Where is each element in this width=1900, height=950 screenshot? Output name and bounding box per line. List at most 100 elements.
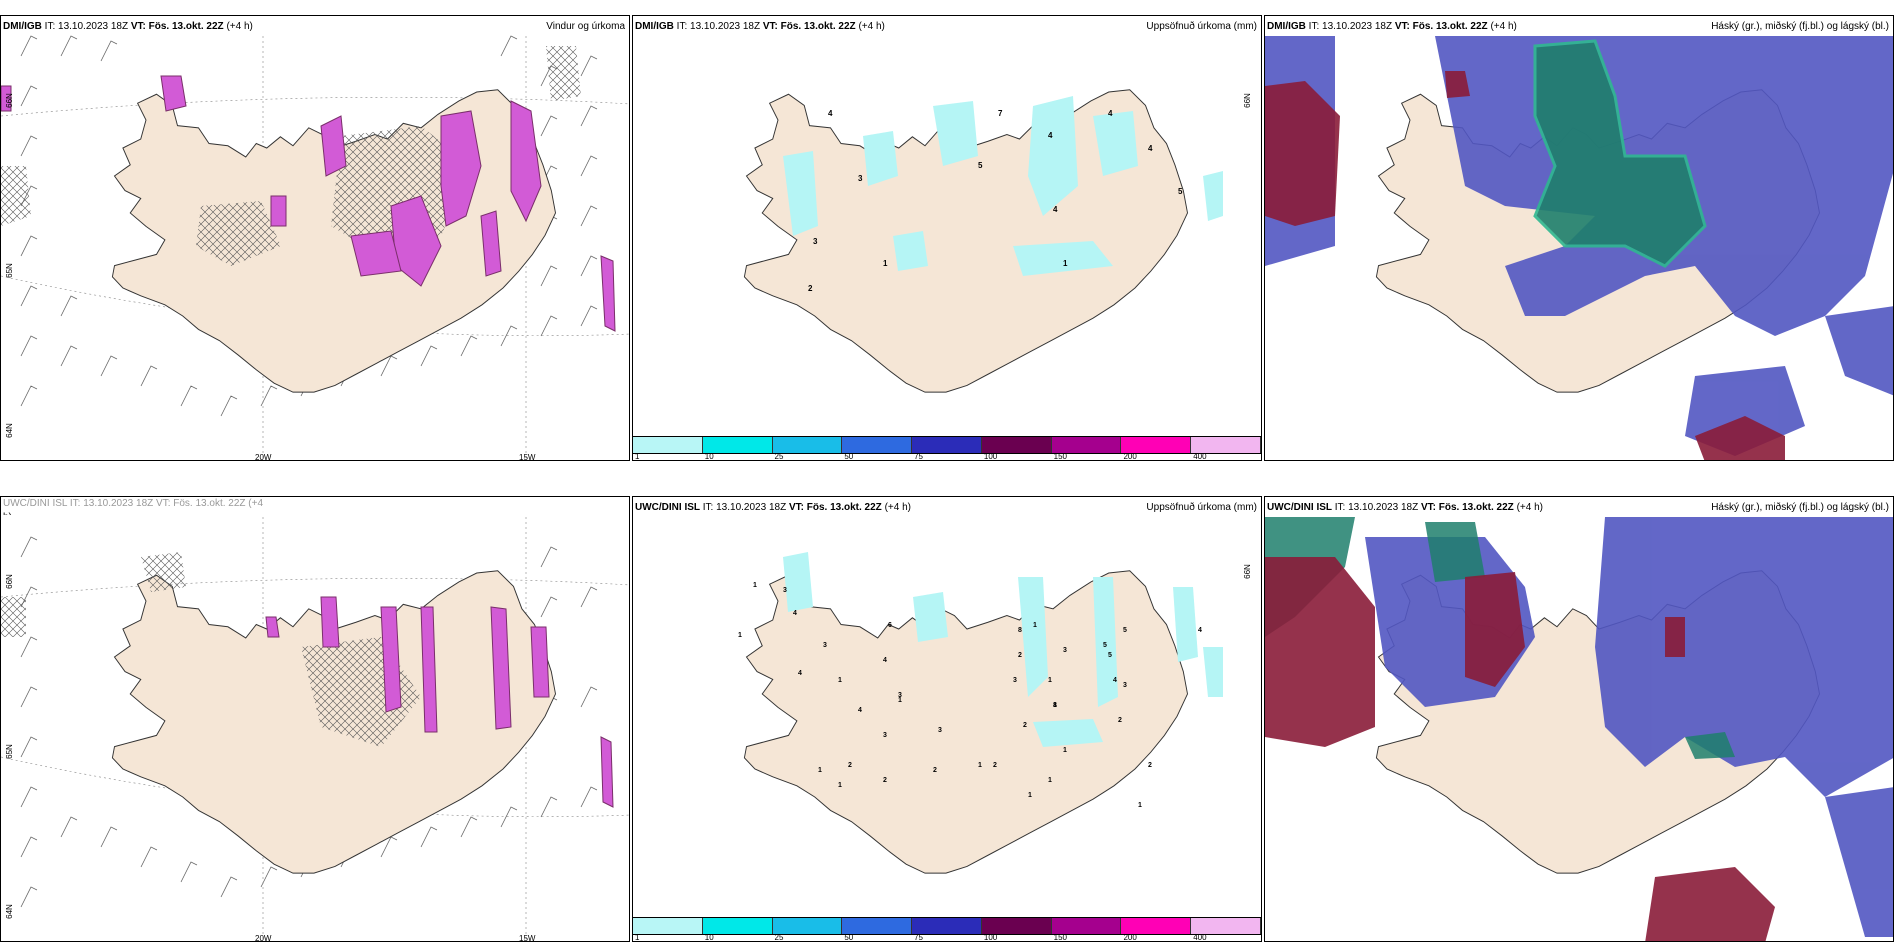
precip-values: 4 4 7 4 4 5 5 4 3 3 2 1 1 [808,109,1183,293]
lat-label-65n: 65N [4,744,14,759]
precip-value-label: 1 [753,582,757,589]
colorbar-tick-label: 100 [983,452,998,461]
panel-subtitle: Uppsöfnuð úrkoma (mm) [1146,502,1257,513]
cutoff-header: UWC/DINI ISL IT: 13.10.2023 18Z VT: Fös.… [1,497,629,515]
panel-subtitle: Háský (gr.), miðský (fj.bl.) og lágský (… [1711,502,1889,513]
precip-value-label: 2 [1018,652,1022,659]
colorbar-swatch [842,437,913,453]
precip-value-label: 1 [898,697,902,704]
lat-label-66n: 66N [1243,564,1253,579]
precip-value-label: 1 [1048,777,1052,784]
svg-text:4: 4 [1053,205,1058,214]
precip-value-label: 4 [798,670,802,677]
svg-text:3: 3 [858,174,863,183]
map-panel-clouds-uwc: UWC/DINI ISL IT: 13.10.2023 18Z VT: Fös.… [1264,496,1894,942]
colorbar-tick-label: 75 [914,933,924,942]
lon-label-20w: 20W [255,934,272,942]
colorbar-tick-label: 400 [1193,933,1207,942]
colorbar-swatch [842,918,913,934]
wind-precip-map [1,517,629,941]
colorbar-swatch [633,918,703,934]
lat-label-64n: 64N [4,423,14,438]
svg-text:5: 5 [1178,187,1183,196]
cloud-cover-map [1265,517,1893,941]
precip-value-label: 1 [978,762,982,769]
panel-subtitle: Uppsöfnuð úrkoma (mm) [1146,21,1257,32]
panel-header: DMI/IGB IT: 13.10.2023 18Z VT: Fös. 13.o… [633,16,1261,38]
precip-values: 1343641441321313218125553243112312211182… [738,582,1202,809]
precip-value-label: 1 [818,767,822,774]
snow-hatch [1,46,581,266]
precip-value-label: 3 [883,732,887,739]
cloud-cover-map [1265,36,1893,460]
precip-value-label: 4 [1198,627,1202,634]
svg-text:4: 4 [1108,109,1113,118]
precip-value-label: 8 [1018,627,1022,634]
accum-precip-map: 4 4 7 4 4 5 5 4 3 3 2 1 1 [743,89,1223,393]
precip-value-label: 2 [1148,762,1152,769]
wind-precip-map [1,35,629,460]
precip-value-label: 1 [1053,702,1057,709]
colorbar-swatch [981,918,1052,934]
colorbar-tick-label: 10 [704,452,714,461]
panel-header: UWC/DINI ISL IT: 13.10.2023 18Z VT: Fös.… [1265,497,1893,519]
lat-label-66n: 66N [4,574,14,589]
panel-header: UWC/DINI ISL IT: 13.10.2023 18Z VT: Fös.… [633,497,1261,519]
colorbar-tick-label: 400 [1193,452,1207,461]
svg-text:4: 4 [828,109,833,118]
precip-value-label: 5 [1123,627,1127,634]
lon-label-15w: 15W [519,934,536,942]
precip-value-label: 8 [1053,702,1057,709]
colorbar-tick-label: 25 [774,933,784,942]
precip-value-label: 5 [1103,642,1107,649]
colorbar-swatch [912,918,982,934]
precip-colorbar: 1 10 25 50 75 100 150 200 400 [633,436,1261,460]
precip-value-label: 2 [993,762,997,769]
precip-value-label: 1 [1028,792,1032,799]
wind-barbs [20,35,598,417]
colorbar-tick-label: 150 [1053,452,1068,461]
precip-value-label: 3 [1123,682,1127,689]
precip-value-label: 3 [823,642,827,649]
colorbar-tick-label: 1 [635,933,640,942]
colorbar-swatch [1121,437,1192,453]
precip-value-label: 3 [1063,647,1067,654]
map-panel-clouds-dmi: DMI/IGB IT: 13.10.2023 18Z VT: Fös. 13.o… [1264,15,1894,461]
lat-label-65n: 65N [4,263,14,278]
precip-value-label: 1 [738,632,742,639]
colorbar-swatch [702,437,773,453]
colorbar-swatch [1051,918,1122,934]
colorbar-tick-label: 25 [774,452,784,461]
precip-value-label: 4 [793,610,797,617]
svg-text:2: 2 [808,284,813,293]
accum-precip-map: 1343641441321313218125553243112312211182… [738,552,1223,874]
precip-value-label: 2 [848,762,852,769]
panel-subtitle: Vindur og úrkoma [546,21,625,32]
precip-value-label: 6 [888,622,892,629]
map-panel-wind-precip-dmi: DMI/IGB IT: 13.10.2023 18Z VT: Fös. 13.o… [0,15,630,461]
svg-text:5: 5 [978,161,983,170]
colorbar-swatch [633,437,703,453]
lon-label-20w: 20W [255,453,272,461]
precip-colorbar: 1 10 25 50 75 100 150 200 400 [633,917,1261,941]
graticule [1,36,629,460]
colorbar-swatch [772,918,843,934]
colorbar-tick-label: 150 [1053,933,1068,942]
light-precip [783,552,1223,747]
colorbar-tick-label: 50 [844,452,854,461]
precip-value-label: 1 [1063,747,1067,754]
colorbar-swatch [981,437,1052,453]
precip-value-label: 1 [1033,622,1037,629]
precip-value-label: 4 [883,657,887,664]
colorbar-tick-label: 50 [844,933,854,942]
precip-value-label: 2 [1023,722,1027,729]
precip-value-label: 3 [898,692,902,699]
colorbar-tick-label: 200 [1123,452,1137,461]
colorbar-tick-label: 1 [635,452,640,461]
precip-value-label: 2 [883,777,887,784]
precip-value-label: 2 [933,767,937,774]
map-panel-accum-precip-dmi: DMI/IGB IT: 13.10.2023 18Z VT: Fös. 13.o… [632,15,1262,461]
precip-purple [1,75,616,332]
lat-label-64n: 64N [4,904,14,919]
low-cloud-red [1265,71,1785,460]
